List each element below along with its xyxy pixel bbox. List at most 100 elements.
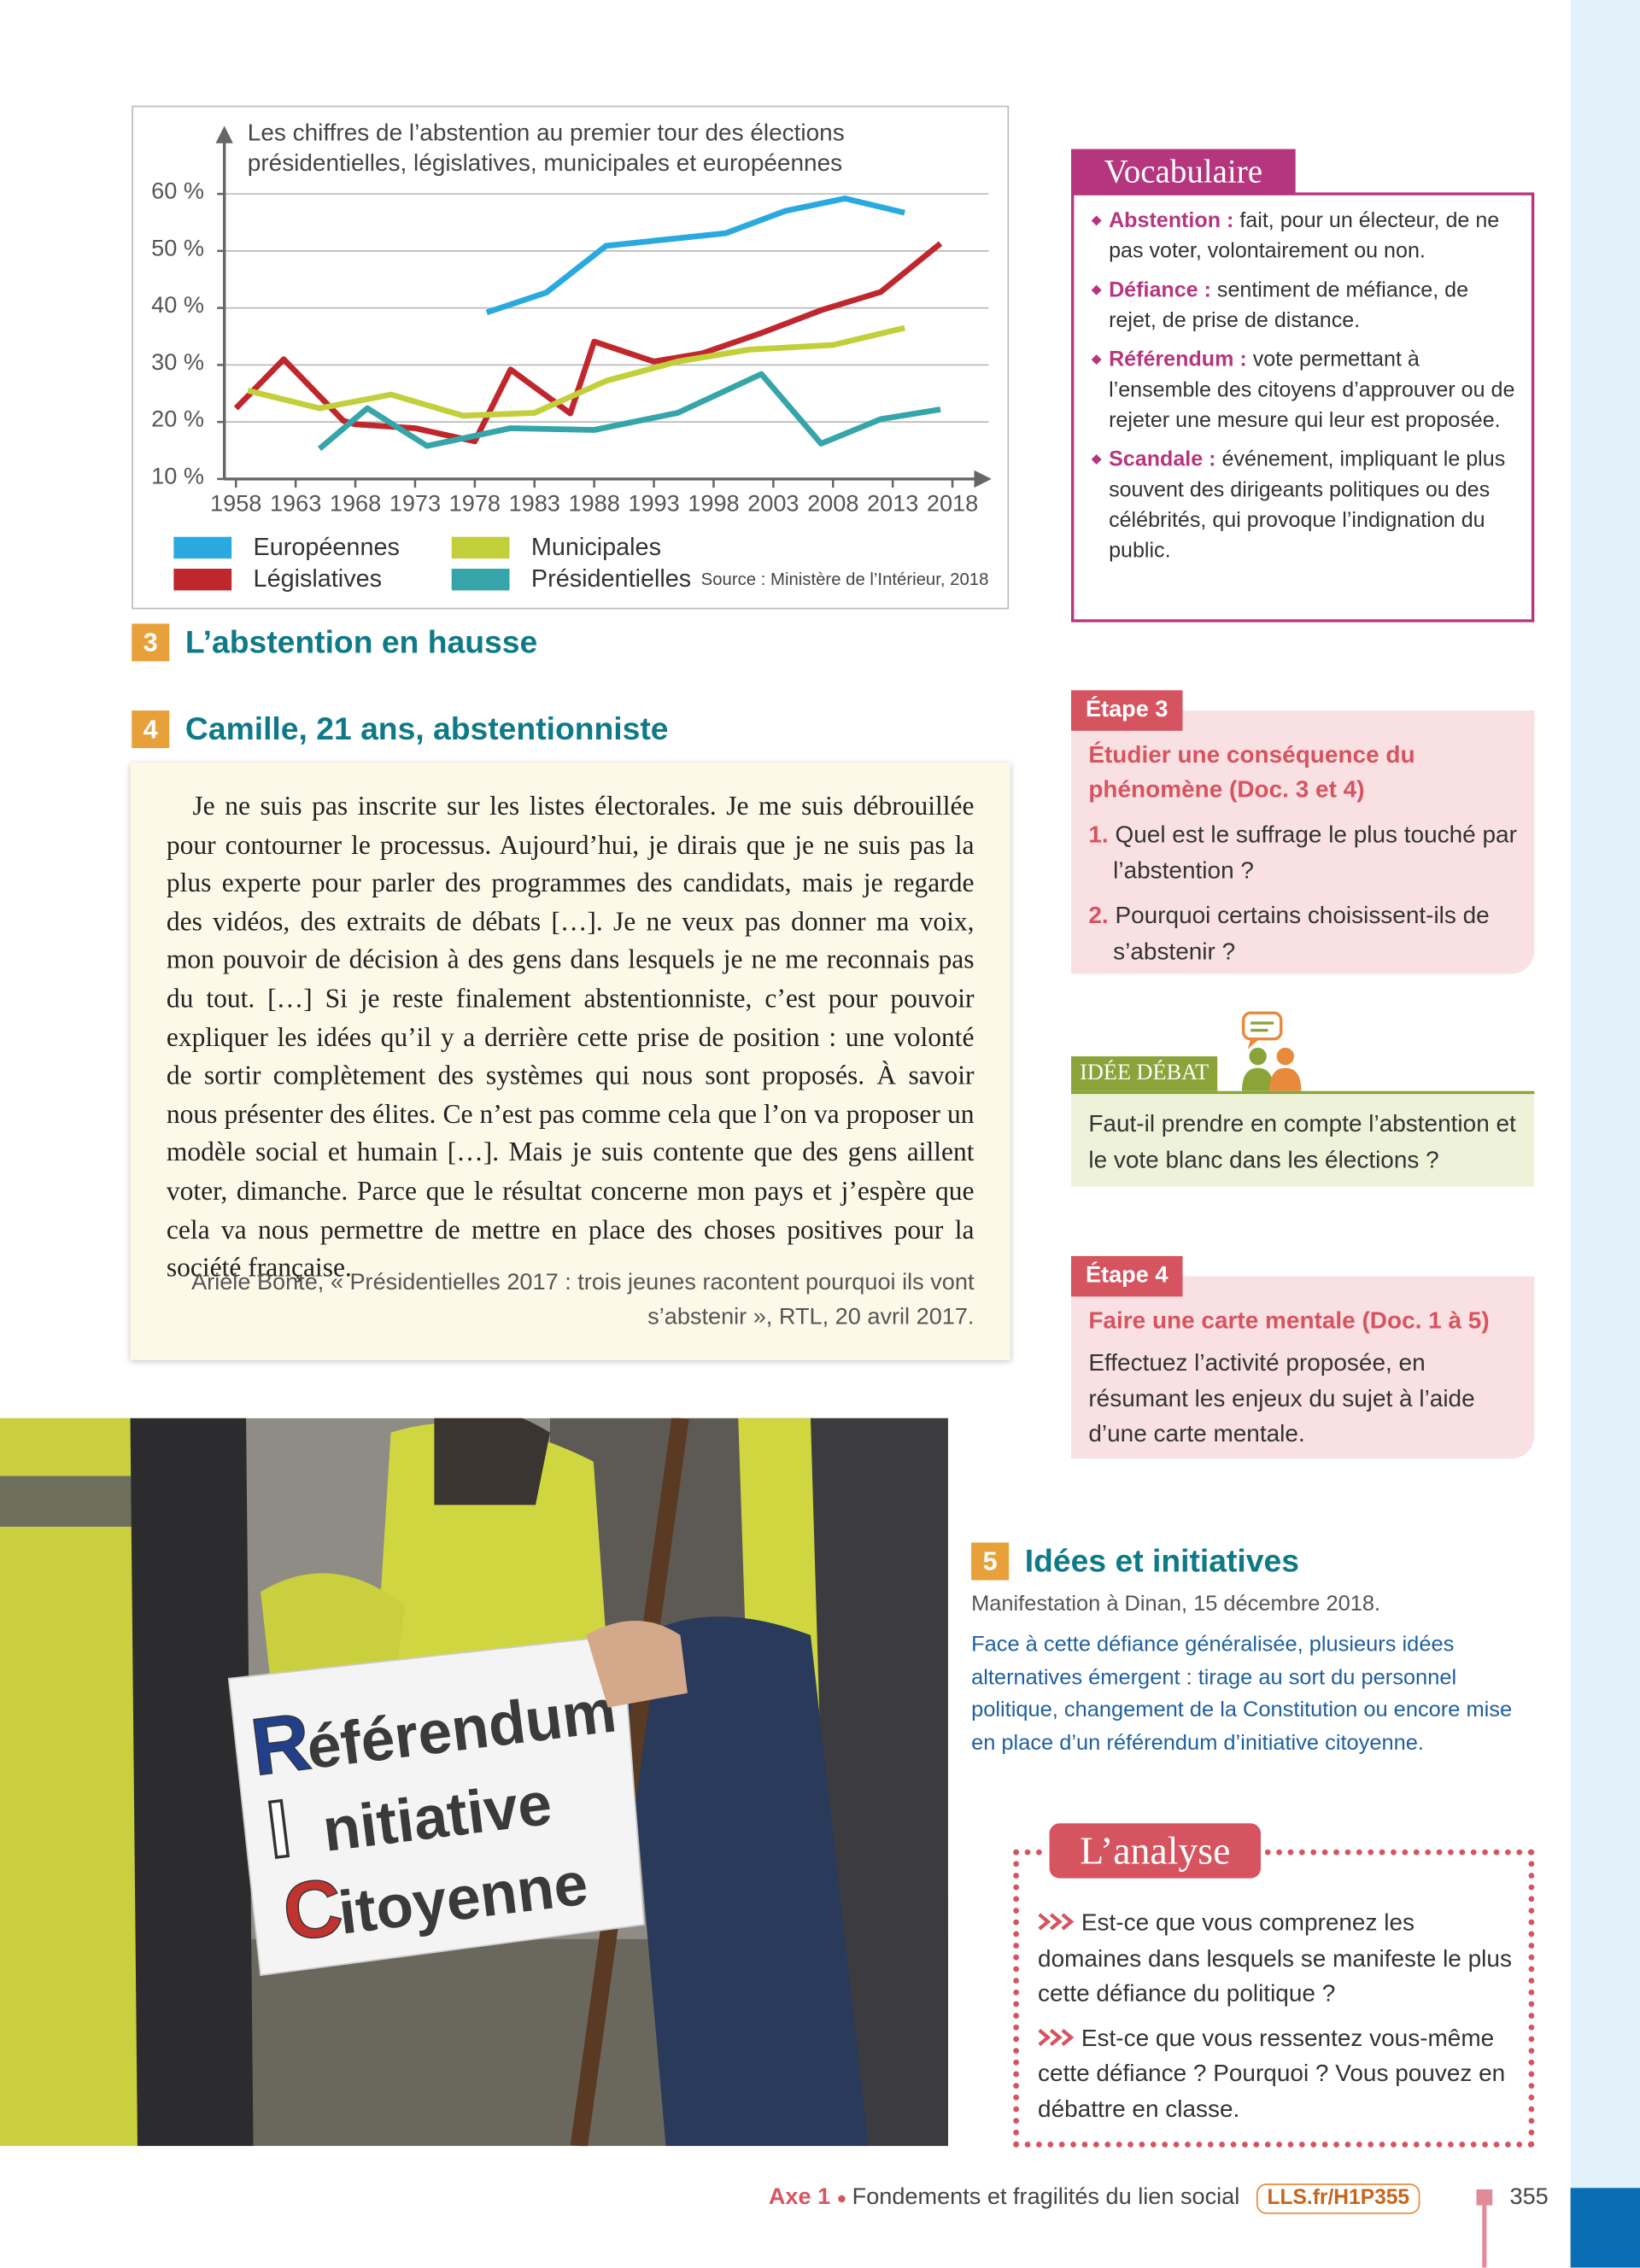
footer-marker [1476,2189,1493,2206]
chart-source: Source : Ministère de l’Intérieur, 2018 [701,570,989,589]
vocab-item: Référendum : vote permettant à l’ensembl… [1091,346,1520,437]
analysis-text: Est-ce que vous comprenez les domaines d… [1038,1909,1512,2008]
step-subtitle: Faire une carte mentale (Doc. 1 à 5) [1088,1307,1490,1335]
legend-swatch [173,568,232,591]
x-tick-label: 1978 [449,490,501,517]
legend-label: Présidentielles [531,565,691,593]
x-tick-label: 1963 [270,490,321,517]
vocab-item: Scandale : événement, impliquant le plus… [1091,446,1520,567]
x-tick-label: 2013 [867,490,918,517]
chevron [1049,2028,1063,2046]
legend-label: Municipales [531,534,661,561]
y-tick-label: 60 % [151,178,204,204]
x-tick-label: 1998 [688,490,739,517]
margin-strip [1570,0,1640,2268]
y-tick-label: 20 % [151,406,204,432]
vocab-box: Abstention : fait, pour un électeur, de … [1071,192,1535,623]
analysis-title: L’analyse [1045,1819,1266,1883]
footer: Axe 1 Fondements et fragilités du lien s… [769,2181,1420,2216]
vocab-term: Référendum : [1109,348,1247,372]
x-tick-label: 1988 [568,490,619,517]
quote-source: Arièle Bonte, « Présidentielles 2017 : t… [191,1270,975,1330]
x-tick-label: 2018 [927,490,978,517]
question-number: 2. [1088,903,1109,929]
series-line [317,371,941,452]
step-questions: 1. Quel est le suffrage le plus touché p… [1088,817,1522,979]
vocab-bullet [1091,284,1102,295]
chart-title: Les chiffres de l’abstention au premier … [247,120,845,177]
question: 1. Quel est le suffrage le plus touché p… [1088,817,1522,888]
photo-caption: Manifestation à Dinan, 15 décembre 2018. [971,1592,1381,1616]
vocab-item: Abstention : fait, pour un électeur, de … [1091,207,1520,267]
question-text: Quel est le suffrage le plus touché par … [1113,821,1517,884]
doc-number: 4 [132,710,170,749]
x-tick-label: 1973 [390,490,441,517]
x-tick-label: 2003 [747,490,799,517]
chevrons [1038,2028,1075,2046]
footer-rule [1482,2205,1487,2268]
step-label: Étape 4 [1071,1255,1183,1297]
vocab-bullet [1091,354,1102,365]
debate-text: Faut-il prendre en compte l’abstention e… [1088,1111,1516,1173]
sign-initial: C [278,1862,348,1959]
vocab-item: Défiance : sentiment de méfiance, de rej… [1091,277,1520,337]
footer-axis: Axe 1 [768,2184,831,2210]
step-text: Effectuez l’activité proposée, en résuma… [1088,1350,1475,1447]
chevron [1061,1913,1075,1931]
legend-swatch [451,536,510,559]
x-tick-label: 1993 [628,490,679,517]
footer-link[interactable]: LLS.fr/H1P355 [1256,2183,1420,2213]
debate-icon [1241,1011,1302,1091]
doc-title: Camille, 21 ans, abstentionniste [184,710,669,747]
vocab-definition: vote permettant à l’ensemble des citoyen… [1109,348,1515,433]
vocab-definition: événement, impliquant le plus souvent de… [1109,448,1506,564]
page-number: 355 [1509,2184,1549,2210]
chart: 10 % 20 % 30 % 40 % 50 % 60 % 1958 1963 1968 1973… [151,126,992,593]
step-box: Faire une carte mentale (Doc. 1 à 5) Eff… [1071,1276,1535,1459]
y-tick-label: 10 % [151,462,204,488]
y-tick-label: 40 % [151,291,204,318]
vocab-term: Scandale : [1109,448,1216,472]
quote-box: Je ne suis pas inscrite sur les listes é… [130,763,1010,1360]
legend-label: Législatives [254,565,382,593]
legend-swatch [173,536,232,559]
footer-theme: Fondements et fragilités du lien social [852,2184,1240,2210]
legend-swatch [451,568,510,591]
chevron [1049,1913,1063,1931]
x-axis-arrow [974,470,992,488]
analysis-box [1013,1849,1535,2148]
debate-label: IDÉE DÉBAT [1071,1056,1218,1091]
chevron [1038,1913,1051,1931]
y-tick-label: 30 % [151,348,204,375]
x-tick-label: 1958 [210,490,261,517]
step-label: Étape 3 [1071,690,1183,731]
chevron [1038,2028,1051,2046]
x-tick-label: 1983 [509,490,560,517]
debate-box: Faut-il prendre en compte l’abstention e… [1071,1090,1535,1187]
sign-initial: R [246,1696,315,1793]
vocab-term: Défiance : [1109,279,1211,303]
doc-number: 3 [132,623,170,662]
x-tick-label: 1968 [330,490,381,517]
series-line [485,196,905,316]
analysis-items: Est-ce que vous comprenez les domaines d… [1038,1906,1523,2136]
question-number: 1. [1088,821,1109,849]
doc-title: Idées et initiatives [1024,1542,1299,1579]
vocab-term: Abstention : [1109,209,1234,233]
doc-title: L’abstention en hausse [184,623,538,660]
y-axis-arrow [215,126,233,143]
doc-text: Face à cette défiance généralisée, plusi… [971,1632,1513,1755]
page-corner [1570,2188,1640,2268]
vocab-definition: fait, pour un électeur, de ne pas voter,… [1109,209,1500,264]
doc-number: 5 [971,1542,1010,1581]
series-line [247,324,905,419]
vocab-bullet [1091,215,1102,226]
chart-frame [132,105,1010,610]
question: 2. Pourquoi certains choisissent-ils de … [1088,898,1522,969]
x-tick-label: 2008 [807,490,858,517]
legend-label: Européennes [254,534,400,561]
analysis-item: Est-ce que vous ressentez vous-même cett… [1038,2021,1523,2128]
step-box: Étudier une conséquence du phénomène (Do… [1071,710,1535,974]
